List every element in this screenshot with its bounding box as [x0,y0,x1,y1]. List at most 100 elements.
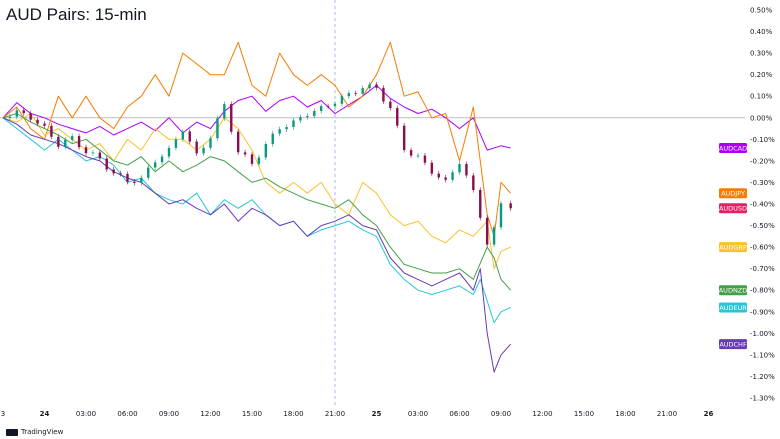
series-badge-label: AUDJPY [721,190,745,198]
x-tick-label: 15:00 [242,410,262,418]
x-tick-label: 03:00 [408,410,428,418]
series-badge-audnzd [719,285,747,296]
candle-body [319,106,323,111]
candle-body [264,144,268,158]
candle-body [472,175,475,190]
candle-body [223,104,226,119]
candle-body [375,84,378,88]
candle-body [299,117,302,121]
candle-body [140,177,143,183]
candle-body [368,84,371,89]
y-tick-label: 0.00% [750,114,773,122]
candle-body [458,163,461,173]
candle-body [64,139,67,147]
candle-body [313,110,316,116]
y-tick-label: -0.90% [750,308,775,316]
candle-body [77,136,81,148]
candle-body [479,189,482,218]
y-tick-label: -1.00% [750,330,775,338]
candle-body [430,162,434,174]
series-badge-audchf [719,339,747,350]
y-tick-label: 0.40% [750,28,773,36]
x-tick-label: 09:00 [159,410,179,418]
chart-title: AUD Pairs: 15-min [6,5,147,24]
tradingview-icon [6,428,18,436]
candle-body [216,118,219,139]
candle-body [36,119,39,124]
series-badge-audusd [719,203,747,214]
series-labels: AUDCAD AUDJPY AUDUSD AUDGBP AUDNZD AUDEUR AUDC… [719,142,747,350]
candle-body [15,110,19,117]
x-tick-label: 21:00 [325,410,345,418]
y-tick-label: 0.20% [750,71,773,79]
candle-body [126,173,129,182]
candle-body [209,138,212,148]
candle-body [174,139,178,148]
series-badge-audgbp [719,242,747,253]
candle-body [271,133,274,145]
candle-body [423,155,427,163]
y-tick-label: -0.40% [750,201,775,209]
candle-body [437,173,440,178]
candle-body [451,172,454,180]
x-tick-label: 18:00 [283,410,303,418]
candle-body [167,147,171,157]
candle-body [202,147,205,154]
candle-body [409,150,413,156]
series-badge-audjpy [719,188,747,199]
candle-body [285,127,288,130]
candle-body [485,217,489,245]
x-tick-label: 15:00 [574,410,594,418]
candle-body [91,152,95,154]
series-badge-label: AUDUSD [719,205,747,213]
y-tick-label: -0.50% [750,222,775,230]
candles-group [8,81,512,248]
candle-body [361,88,364,94]
series-badge-label: AUDGBP [719,243,747,251]
series-line-audgbp [2,113,511,270]
x-tick-label: 06:00 [117,410,137,418]
candle-body [105,158,108,170]
series-badge-label: AUDCHF [719,340,747,348]
candle-body [465,163,468,176]
y-tick-label: -0.70% [750,265,775,273]
series-line-audjpy [2,41,512,237]
candle-body [181,131,185,140]
candle-body [492,227,496,245]
y-tick-label: 0.30% [750,50,773,58]
candle-body [236,131,240,153]
y-tick-label: -0.60% [750,244,775,252]
x-tick-label: 12:00 [200,410,220,418]
candle-body [112,169,115,174]
y-tick-label: -0.10% [750,136,775,144]
candle-body [347,93,351,97]
candle-body [340,96,344,104]
candle-body [29,113,32,120]
candle-body [509,203,512,209]
candle-body [306,115,309,118]
candle-body [133,181,136,183]
candle-body [396,108,399,126]
candle-body [153,162,157,168]
x-tick-label: 21:00 [657,410,677,418]
candle-body [195,141,198,154]
x-tick-label: 3 [1,410,5,418]
candle-body [257,157,261,164]
series-line-audnzd [2,113,512,291]
candle-body [499,203,503,228]
candle-body [57,136,60,147]
candle-body [230,104,233,132]
x-axis: 3 24 03:00 06:00 09:00 12:00 15:00 18:00 21:00 25… [1,410,714,418]
candle-body [70,136,74,140]
series-badge-label: AUDCAD [719,144,747,152]
tradingview-logo: TradingView [6,428,63,436]
candle-body [243,152,247,155]
y-tick-label: -0.20% [750,157,775,165]
x-tick-label: 09:00 [491,410,511,418]
candle-body [333,103,337,107]
candle-body [147,167,150,178]
candle-body [389,101,392,109]
series-badge-audcad [719,142,747,153]
series-group [2,41,512,373]
